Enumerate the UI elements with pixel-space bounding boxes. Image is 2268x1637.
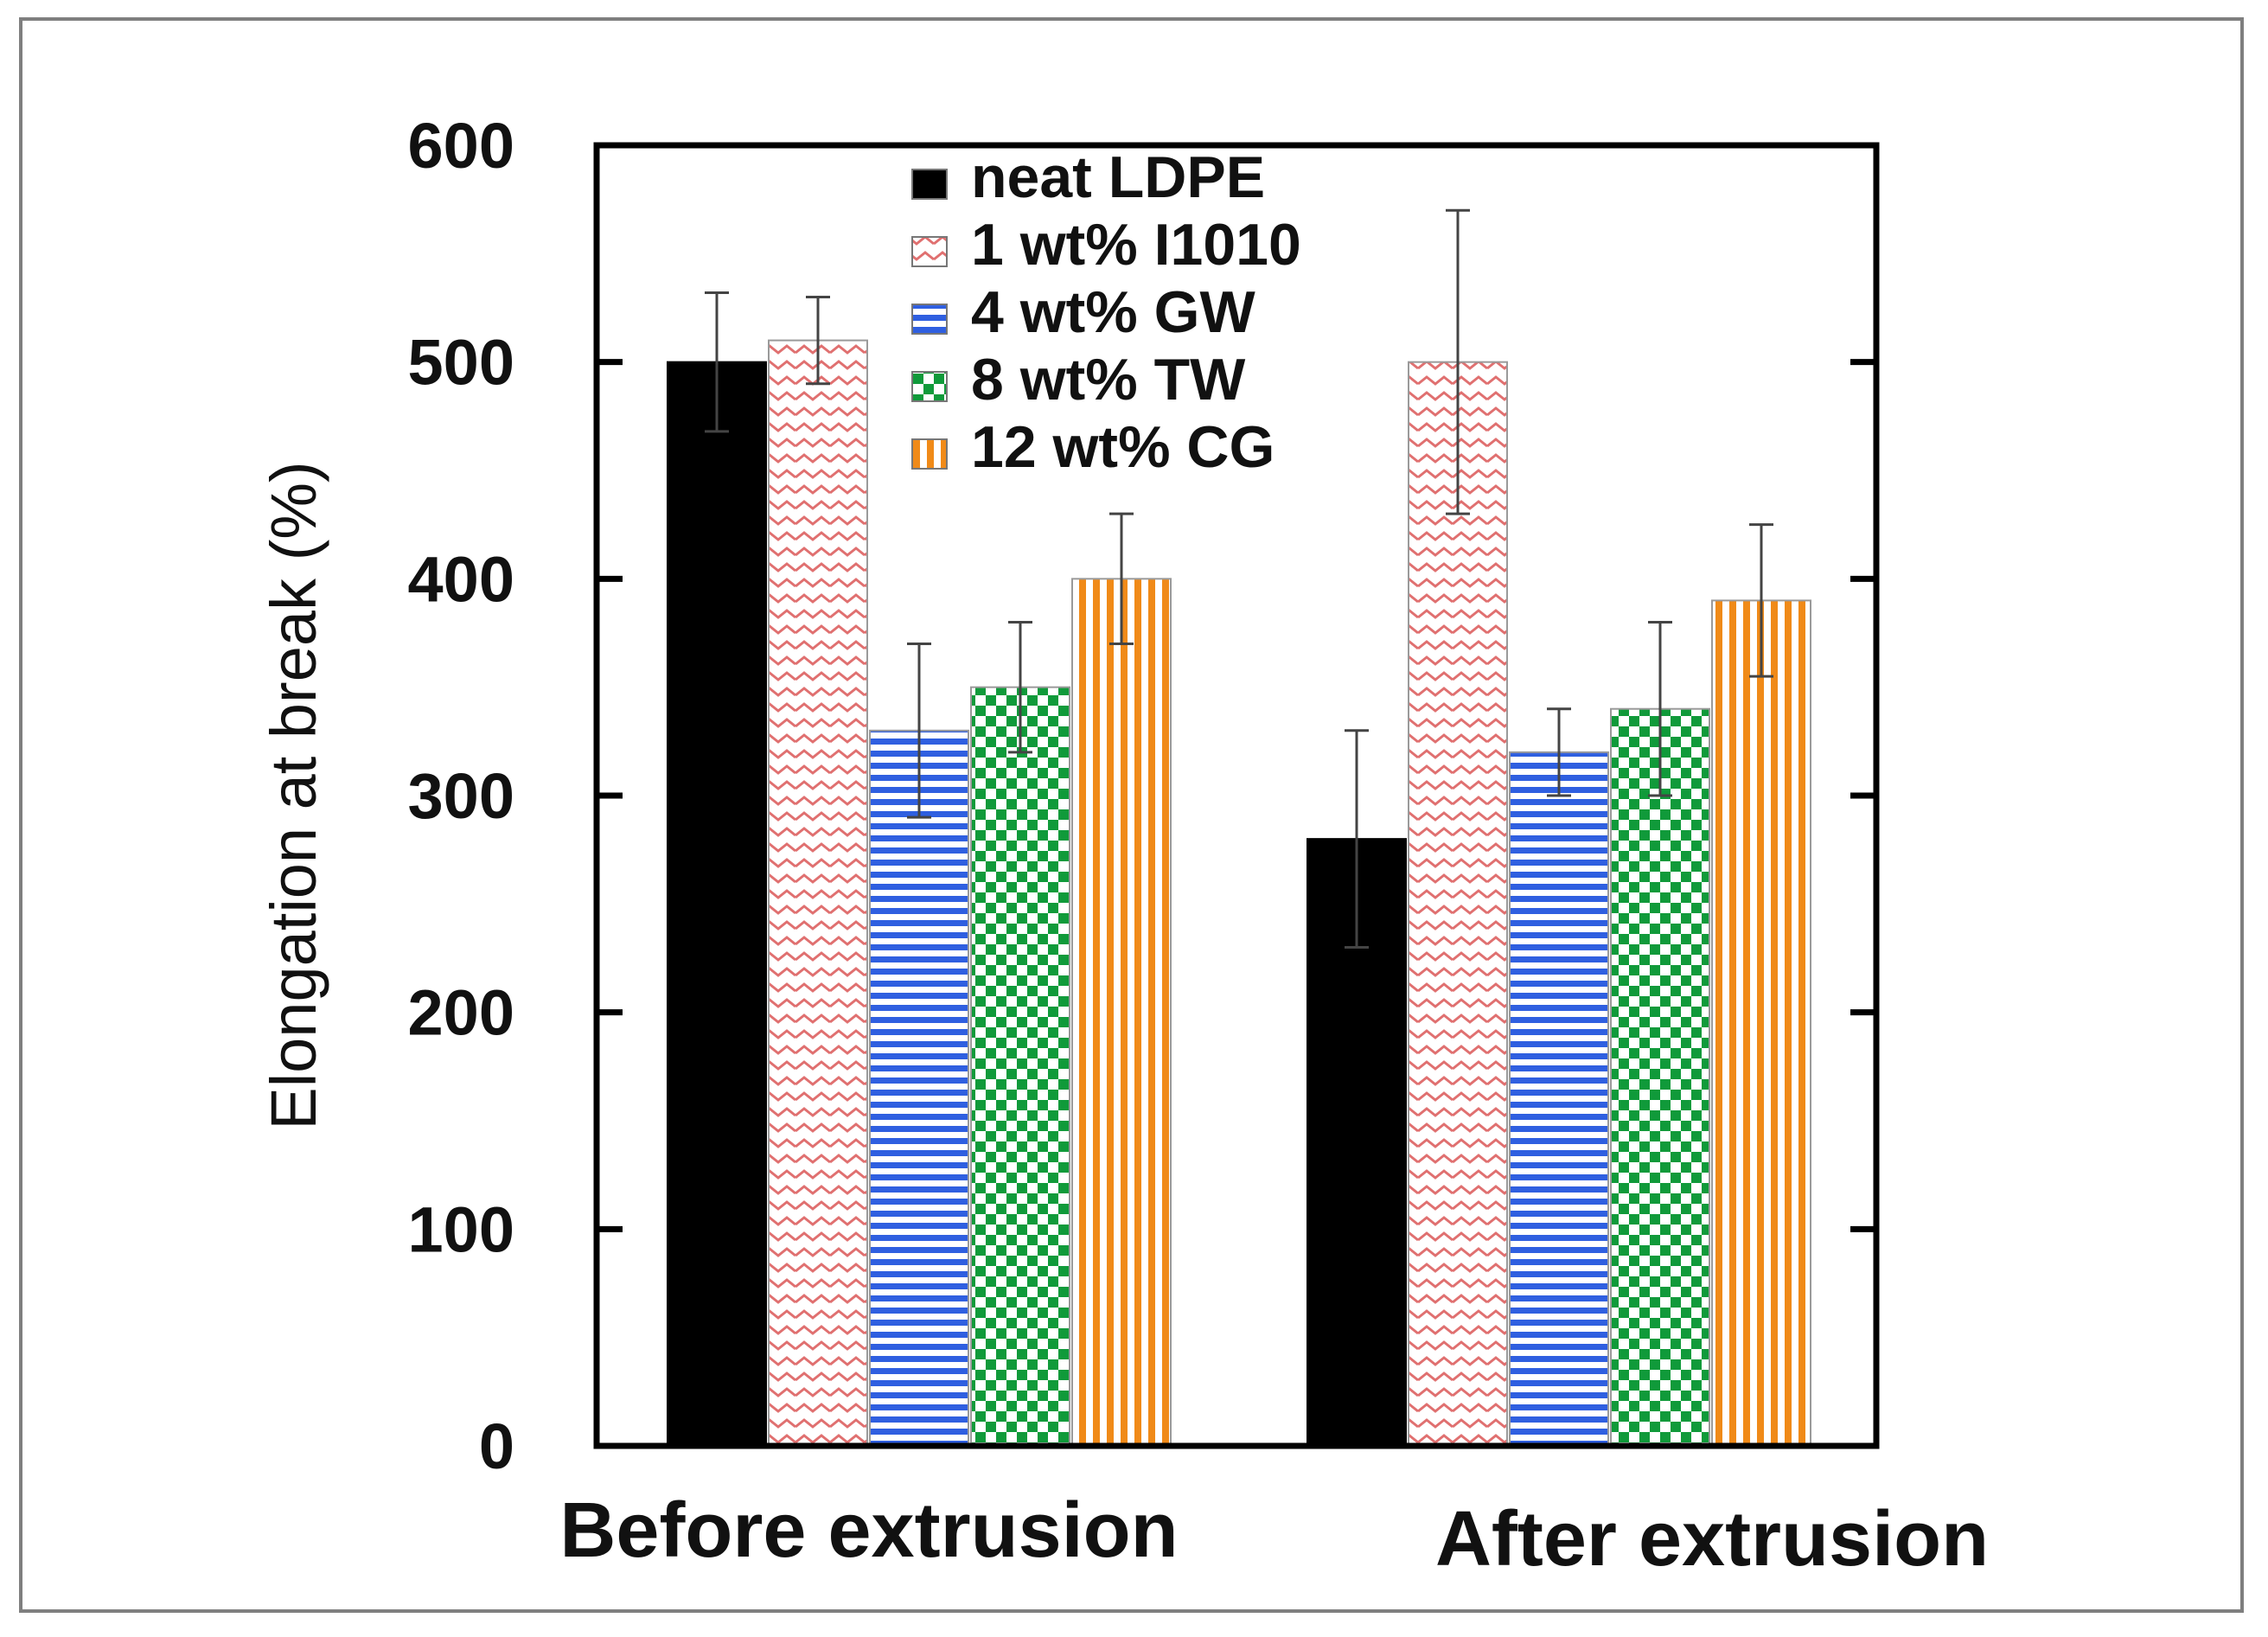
legend-label: 8 wt% TW bbox=[971, 347, 1246, 412]
y-tick-label: 600 bbox=[408, 110, 514, 182]
bar-after-series-3 bbox=[1610, 707, 1710, 1447]
bar-after-series-4 bbox=[1711, 599, 1811, 1447]
legend-label: 12 wt% CG bbox=[971, 414, 1275, 480]
bar-before-series-4 bbox=[1071, 578, 1172, 1447]
legend-swatch bbox=[911, 371, 948, 402]
y-tick-label: 300 bbox=[408, 760, 514, 832]
y-tick-label: 100 bbox=[408, 1193, 514, 1265]
y-tick-label: 0 bbox=[479, 1410, 514, 1482]
legend-label: 1 wt% I1010 bbox=[971, 212, 1301, 278]
bar-before-series-3 bbox=[970, 686, 1070, 1447]
legend-swatch bbox=[911, 236, 948, 267]
y-tick-label: 200 bbox=[408, 977, 514, 1049]
bars bbox=[667, 339, 1811, 1448]
legend-swatch bbox=[911, 438, 948, 470]
legend-swatch bbox=[911, 304, 948, 335]
y-axis-title: Elongation at break (%) bbox=[258, 461, 329, 1129]
bar-before-series-1 bbox=[768, 339, 868, 1448]
x-category-label: After extrusion bbox=[1435, 1496, 1989, 1583]
axis-labels: 0 100 200 300 400 500 600 Before extrusion After… bbox=[258, 110, 1989, 1583]
bar-before-series-2 bbox=[869, 729, 969, 1447]
axes bbox=[593, 142, 1880, 1449]
bar-after-series-1 bbox=[1408, 361, 1508, 1448]
bar-before-series-0 bbox=[667, 361, 767, 1448]
bar-after-series-2 bbox=[1509, 751, 1609, 1447]
legend-label: 4 wt% GW bbox=[971, 279, 1255, 345]
legend-label: neat LDPE bbox=[971, 144, 1265, 210]
x-category-label: Before extrusion bbox=[559, 1487, 1178, 1574]
y-tick-label: 400 bbox=[408, 543, 514, 615]
legend-swatch bbox=[911, 169, 948, 200]
error-bars bbox=[705, 208, 1773, 949]
y-tick-label: 500 bbox=[408, 327, 514, 399]
